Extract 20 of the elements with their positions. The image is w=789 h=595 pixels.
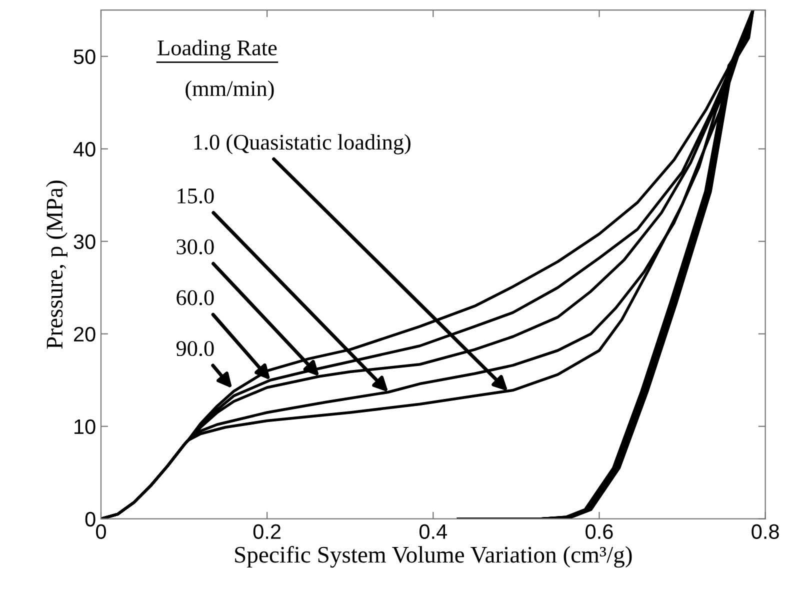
y-tick-label: 0 [85,512,96,527]
x-tick-label: 0.2 [253,524,281,540]
annotation: Loading Rate [158,40,277,60]
y-axis-title: Pressure, p (MPa) [46,180,68,349]
x-axis-title: Specific System Volume Variation (cm³/g) [235,546,632,568]
x-tick-label: 0 [96,524,106,540]
annotation: 90.0 [176,341,214,356]
y-tick-label: 20 [74,326,96,342]
annotation: 60.0 [176,290,214,306]
annotation: (mm/min) [186,80,274,101]
annotation: 15.0 [178,188,214,204]
x-tick-label: 0.6 [586,524,613,540]
y-tick-label: 10 [74,419,96,434]
x-tick-label: 0.4 [419,524,448,540]
y-tick-label: 40 [73,142,96,157]
annotation: 1.0 (Quasistatic loading) [194,134,410,154]
annotation: 30.0 [176,239,214,254]
y-tick-label: 50 [74,49,96,64]
x-tick-label: 0.8 [752,524,779,540]
y-tick-label: 30 [74,234,96,250]
